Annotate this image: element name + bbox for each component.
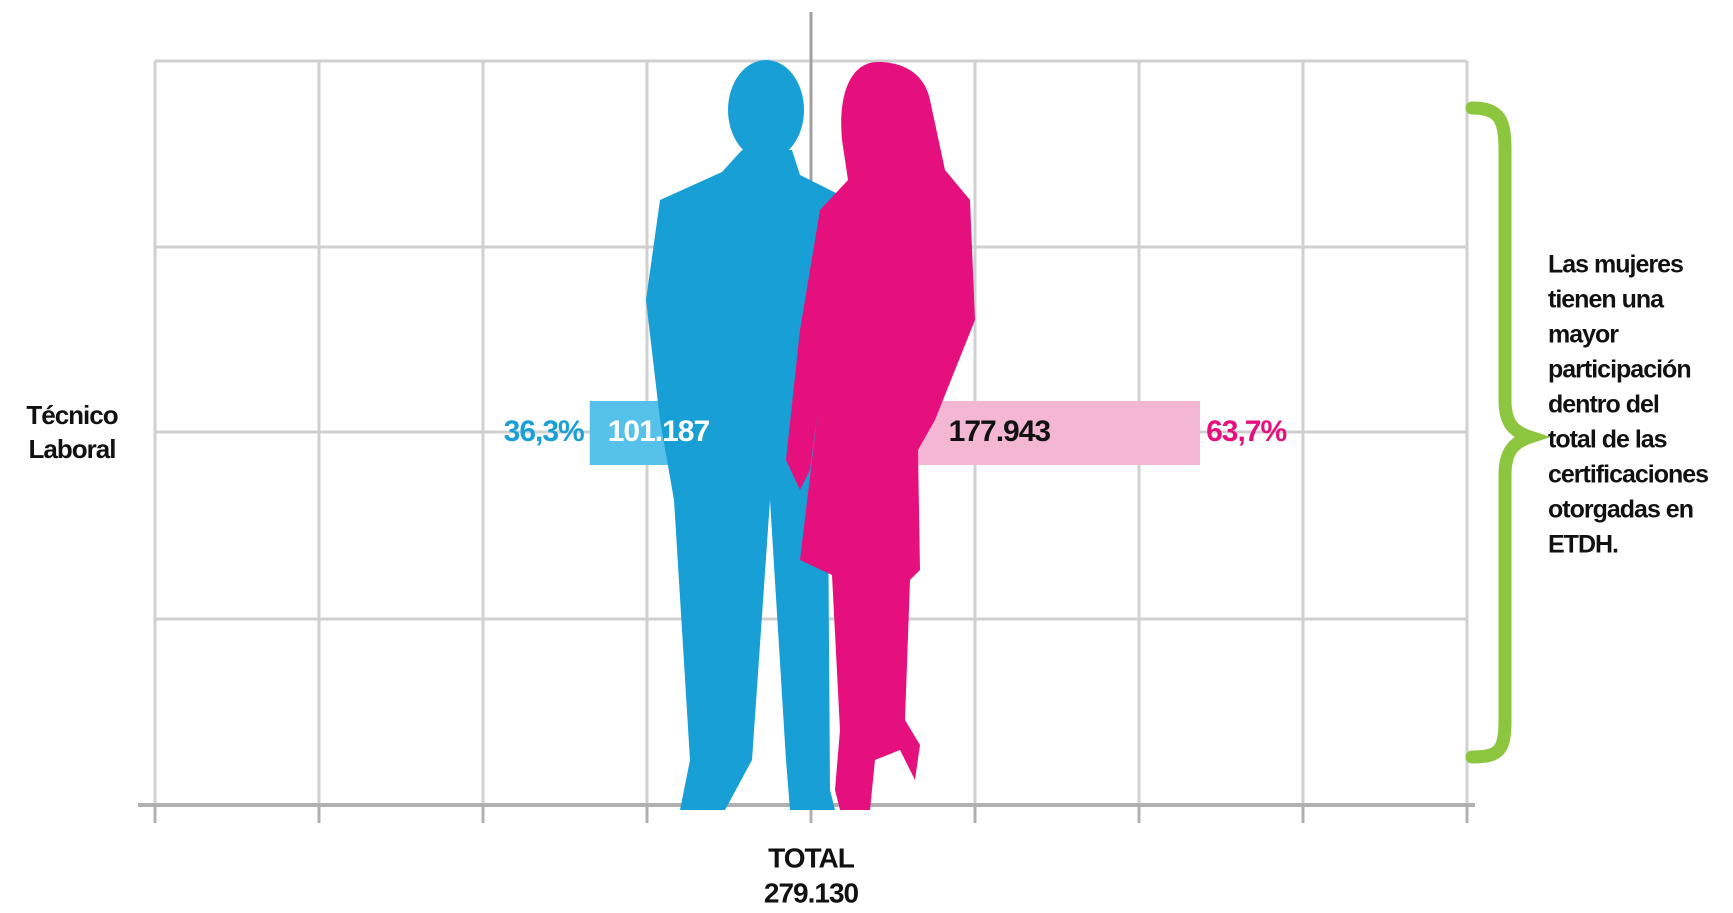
total-title: TOTAL xyxy=(768,842,855,873)
annotation-line: tienen una xyxy=(1548,286,1665,314)
annotation-line: dentro del xyxy=(1548,391,1659,419)
page: TécnicoLaboral 101.187 36,3% 177.943 63,7% TO… xyxy=(0,0,1733,913)
annotation-line: otorgadas en xyxy=(1548,496,1693,524)
annotation-line: mayor xyxy=(1548,321,1619,349)
annotation-brace xyxy=(1472,108,1530,757)
annotation: Las mujeres tienen una mayor participación d… xyxy=(1548,251,1708,559)
man-head xyxy=(728,60,804,160)
value-label: 101.187 xyxy=(608,415,710,448)
annotation-line: ETDH. xyxy=(1548,531,1618,559)
total-value: 279.130 xyxy=(764,877,859,908)
chart: TécnicoLaboral 101.187 36,3% 177.943 63,7% TO… xyxy=(0,0,1733,913)
percent-label: 36,3% xyxy=(504,415,584,448)
value-label: 177.943 xyxy=(949,415,1051,448)
percent-label: 63,7% xyxy=(1206,415,1286,448)
annotation-line: Las mujeres xyxy=(1548,251,1683,279)
annotation-line: certificaciones xyxy=(1548,461,1708,489)
annotation-line: total de las xyxy=(1548,426,1667,454)
annotation-line: participación xyxy=(1548,356,1691,384)
